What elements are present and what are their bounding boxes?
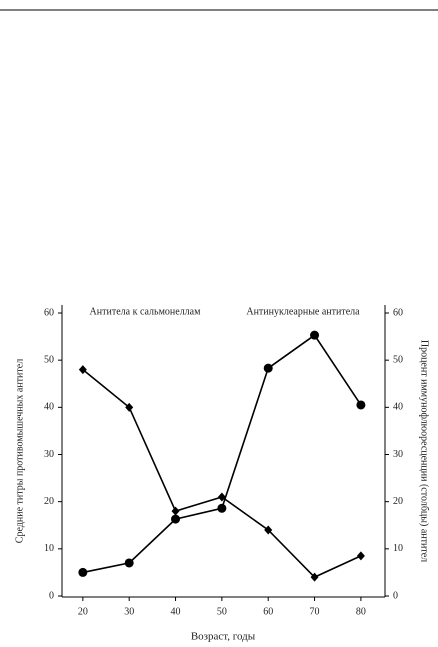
x-tick-label: 50	[217, 606, 227, 617]
y-tick-label: 10	[44, 543, 54, 554]
y2-tick-label: 60	[393, 307, 403, 318]
point	[310, 330, 320, 340]
point	[356, 400, 366, 410]
legend-label: Антинуклеарные антитела	[246, 306, 360, 317]
y2-tick-label: 40	[393, 402, 403, 413]
y-tick-label: 60	[44, 307, 54, 318]
y2-tick-label: 10	[393, 543, 403, 554]
series-line	[82, 368, 362, 579]
point	[356, 551, 365, 561]
y-tick-label: 50	[44, 354, 54, 365]
x-tick-label: 40	[171, 606, 181, 617]
x-tick-label: 30	[124, 606, 134, 617]
point	[264, 525, 273, 535]
y-tick-label: 0	[49, 590, 54, 601]
y2-tick-label: 20	[393, 496, 403, 507]
y-tick-label: 40	[44, 402, 54, 413]
y-tick-label: 20	[44, 496, 54, 507]
y-axis-label: Средние титры противомышечных антител	[14, 359, 25, 543]
y-tick-label: 30	[44, 449, 54, 460]
point	[78, 567, 88, 577]
legend-label: Антитела к сальмонеллам	[90, 306, 202, 317]
y2-tick-label: 0	[393, 590, 398, 601]
point	[171, 514, 181, 524]
series-line	[82, 334, 362, 574]
x-tick-label: 70	[310, 606, 320, 617]
x-axis-label: Возраст, годы	[191, 631, 256, 643]
y2-tick-label: 50	[393, 354, 403, 365]
point	[78, 365, 87, 375]
point	[171, 506, 180, 516]
y2-tick-label: 30	[393, 449, 403, 460]
point	[125, 402, 134, 412]
point	[217, 503, 227, 513]
y2-axis-label: Процент иммунофлюоресценции (столбцы) ан…	[419, 340, 430, 562]
x-tick-label: 80	[356, 606, 366, 617]
x-tick-label: 60	[263, 606, 273, 617]
point	[263, 363, 273, 373]
point	[310, 572, 319, 582]
x-tick-label: 20	[78, 606, 88, 617]
point	[217, 492, 226, 502]
point	[124, 558, 134, 568]
